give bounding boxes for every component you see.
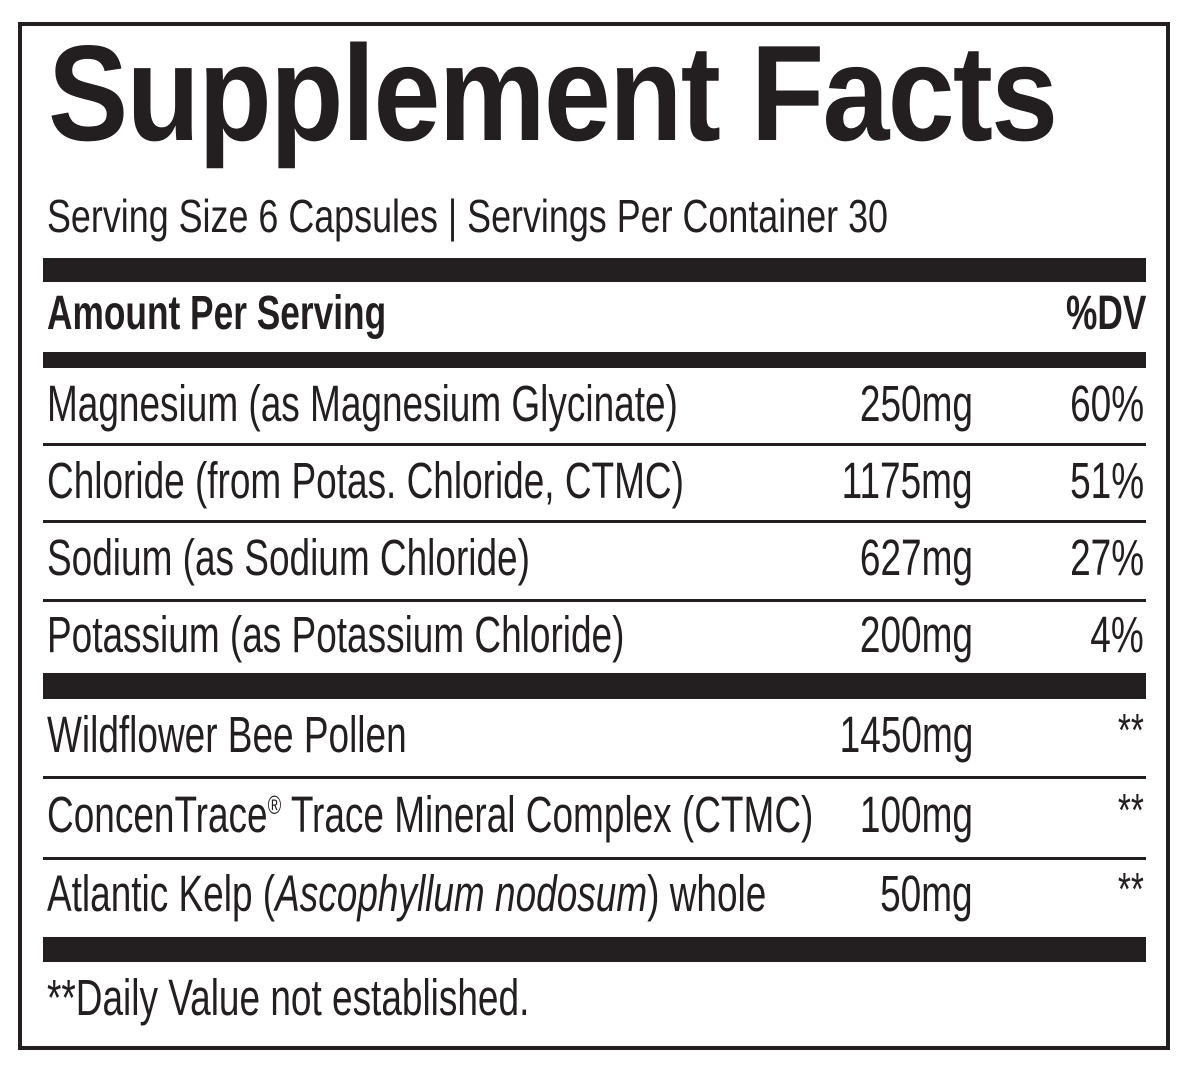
thick-divider: [43, 937, 1146, 962]
ingredient-name: Atlantic Kelp (Ascophyllum nodosum) whol…: [47, 865, 767, 922]
ingredient-dv: **: [1118, 704, 1144, 756]
thick-divider: [43, 673, 1146, 699]
registered-mark: ®: [267, 792, 282, 821]
row-divider: [43, 443, 1146, 446]
nutrient-name: Magnesium (as Magnesium Glycinate): [47, 375, 678, 432]
ingredient-name: ConcenTrace® Trace Mineral Complex (CTMC…: [47, 786, 814, 843]
nutrient-amount: 250mg: [859, 375, 973, 432]
row-divider: [43, 520, 1146, 523]
nutrient-dv: 27%: [1069, 529, 1144, 586]
nutrient-amount: 200mg: [859, 606, 973, 663]
nutrient-name: Sodium (as Sodium Chloride): [47, 529, 530, 586]
supplement-facts-panel: [18, 22, 1170, 1050]
ingredient-dv: **: [1118, 863, 1144, 915]
panel-title: Supplement Facts: [48, 17, 1058, 169]
nutrient-amount: 1175mg: [842, 452, 973, 509]
latin-name: Ascophyllum nodosum: [275, 865, 648, 922]
row-divider: [43, 599, 1146, 602]
nutrient-dv: 4%: [1090, 606, 1144, 663]
ingredient-dv: **: [1118, 784, 1144, 836]
nutrient-amount: 627mg: [859, 529, 973, 586]
row-divider: [43, 776, 1146, 779]
thick-divider: [43, 352, 1146, 368]
thick-divider: [43, 258, 1146, 282]
serving-info: Serving Size 6 Capsules | Servings Per C…: [47, 190, 888, 242]
row-divider: [43, 857, 1146, 860]
footnote: **Daily Value not established.: [47, 969, 530, 1026]
dv-header: %DV: [1065, 287, 1146, 340]
ingredient-amount: 100mg: [859, 786, 973, 843]
amount-per-serving-header: Amount Per Serving: [47, 287, 387, 340]
nutrient-name: Chloride (from Potas. Chloride, CTMC): [47, 452, 684, 509]
ingredient-amount: 50mg: [880, 865, 973, 922]
nutrient-name: Potassium (as Potassium Chloride): [47, 606, 625, 663]
ingredient-amount: 1450mg: [839, 706, 973, 763]
ingredient-name: Wildflower Bee Pollen: [47, 706, 407, 763]
nutrient-dv: 60%: [1069, 375, 1144, 432]
nutrient-dv: 51%: [1069, 452, 1144, 509]
